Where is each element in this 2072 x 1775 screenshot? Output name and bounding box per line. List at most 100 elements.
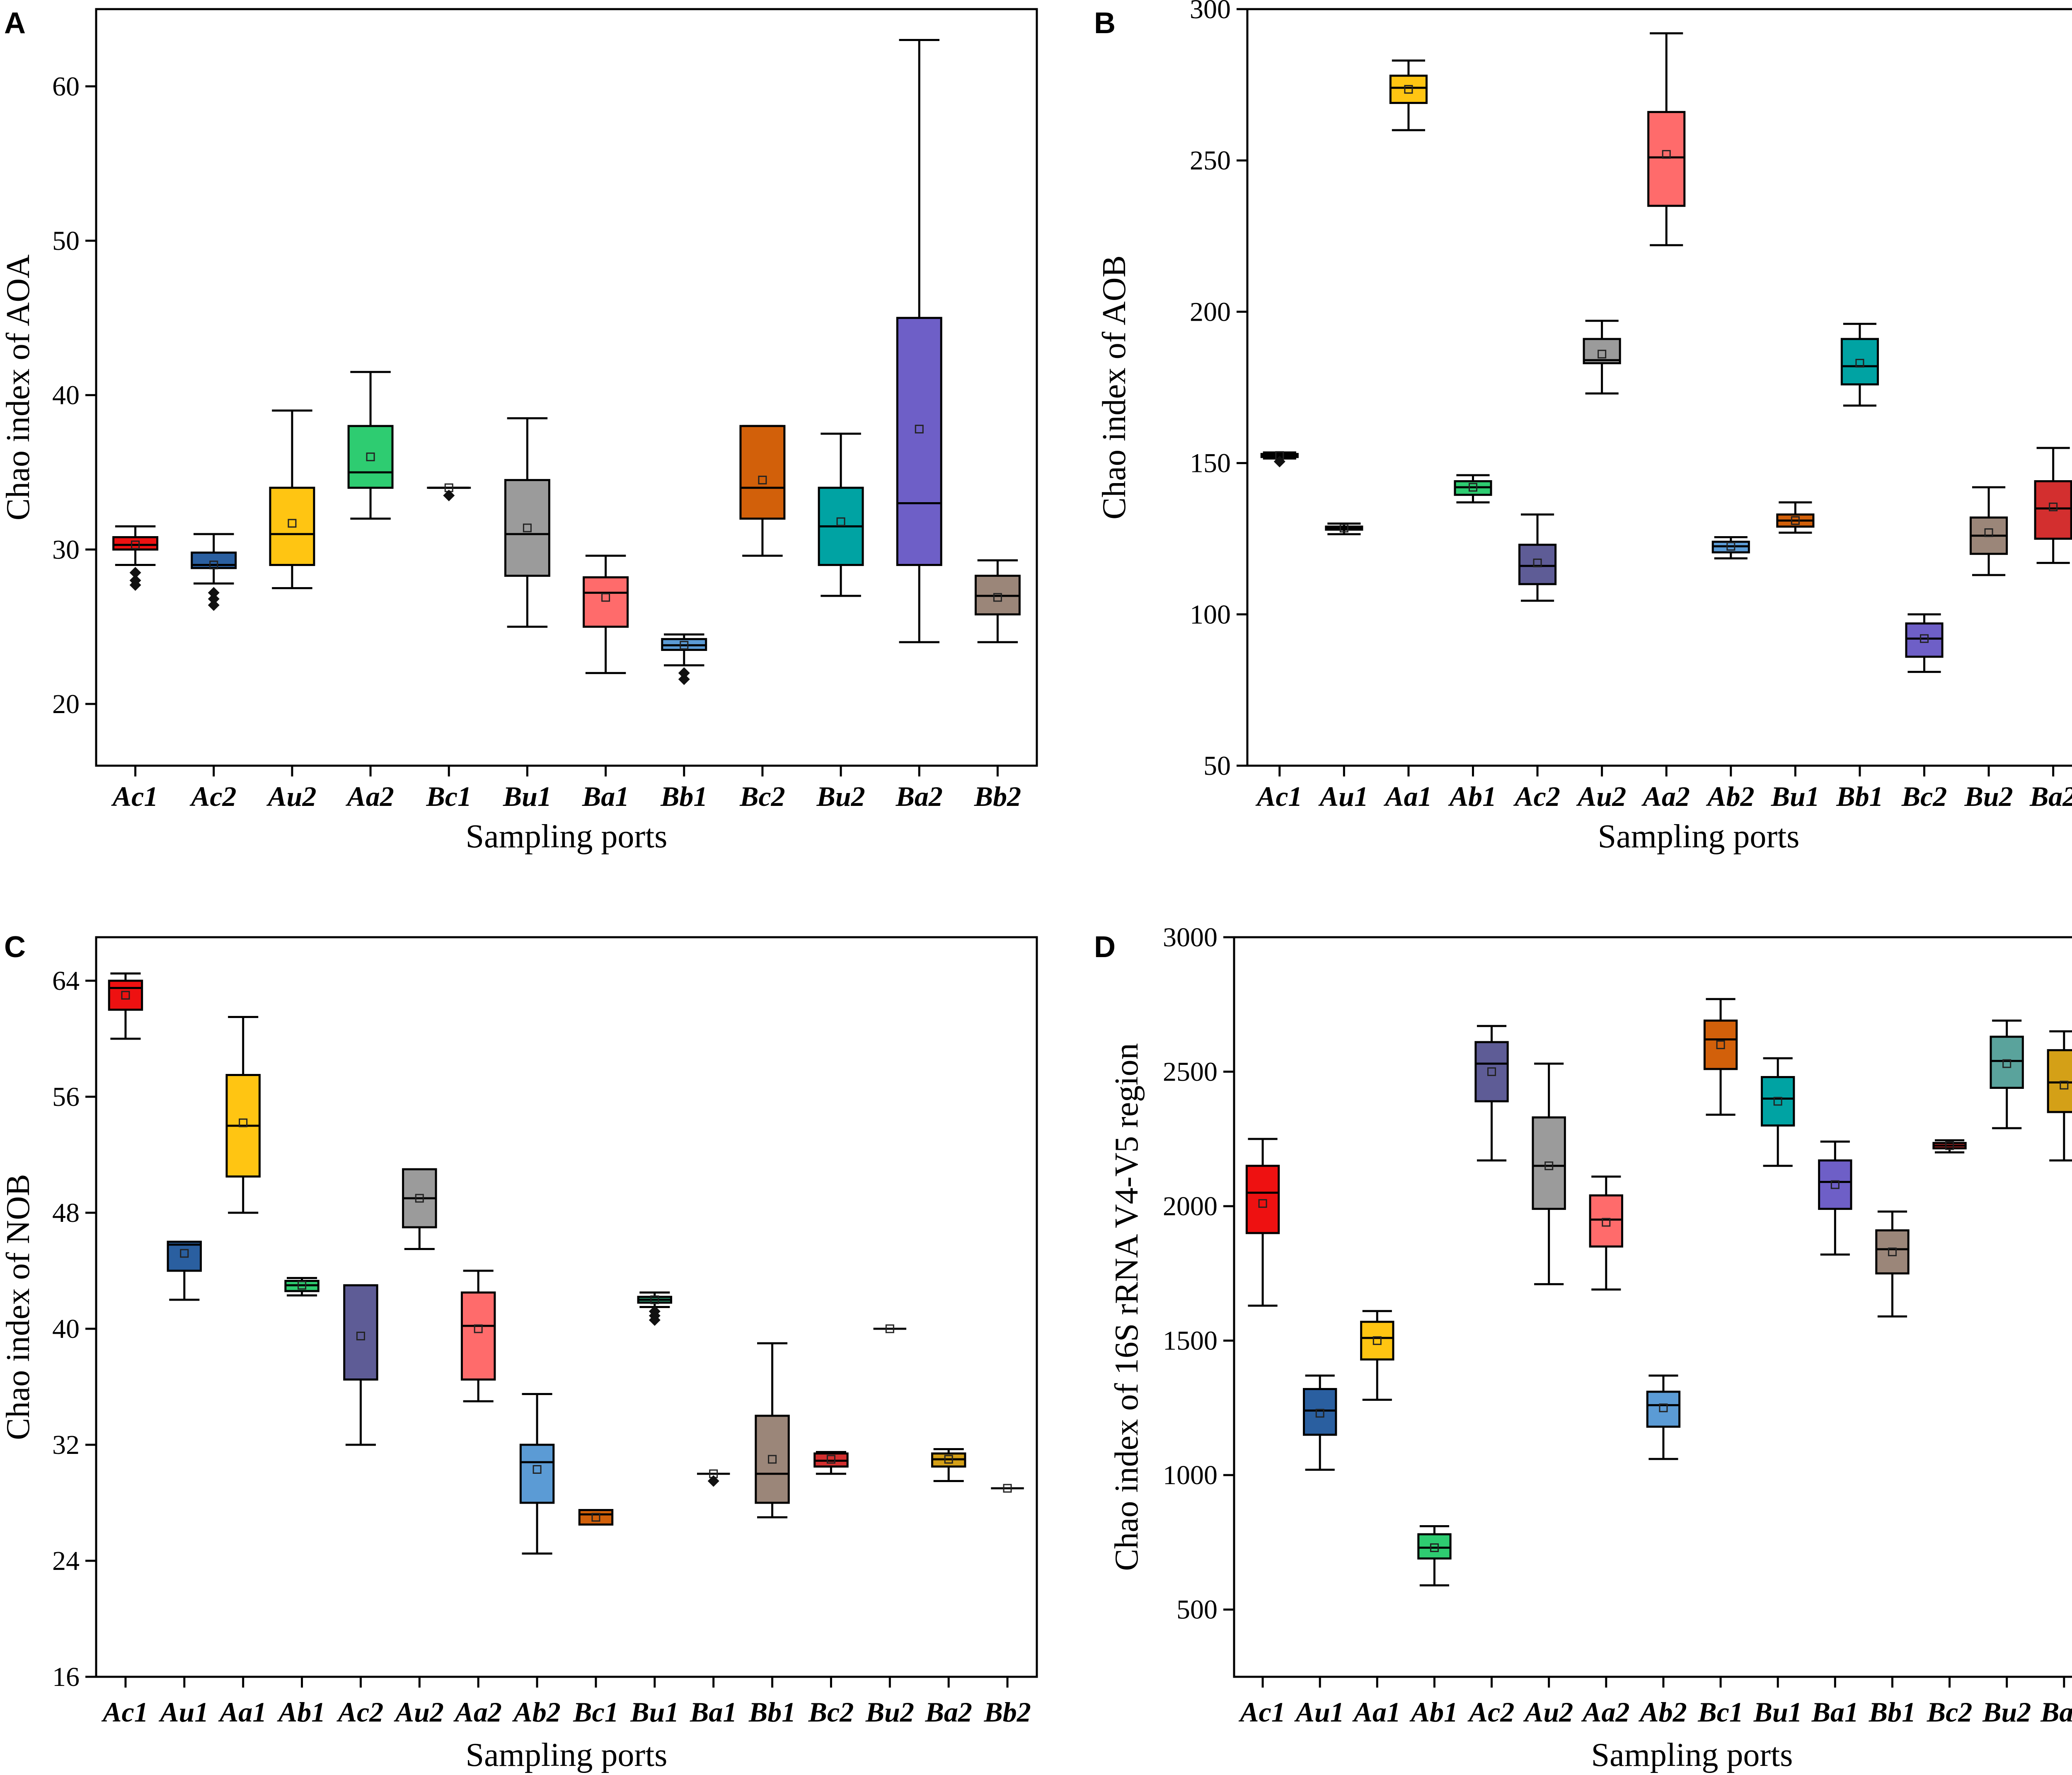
box-Bc2: [739, 425, 786, 557]
y-tick-label: 200: [1190, 297, 1231, 327]
box-Bu1: [637, 1291, 673, 1326]
x-tick-label: Ac1: [1238, 1696, 1285, 1728]
box-Ac1: [112, 525, 159, 591]
box-Bc2: [813, 1451, 849, 1475]
x-tick-label: Ba1: [582, 781, 629, 812]
box-Bu1: [504, 417, 550, 628]
box-Bu2: [818, 433, 864, 597]
box-iqr: [460, 1291, 496, 1381]
y-axis-title: Chao index of 16S rRNA V4-V5 region: [1109, 1043, 1145, 1571]
x-tick-label: Ac1: [101, 1696, 148, 1728]
outlier-point: [129, 567, 141, 579]
box-iqr: [1646, 1390, 1681, 1428]
y-tick-label: 64: [52, 966, 80, 996]
y-tick-label: 16: [52, 1662, 80, 1692]
box-iqr: [1761, 1076, 1795, 1127]
x-tick-label: Ab1: [277, 1696, 325, 1728]
panel-letter: B: [1094, 7, 1116, 40]
mean-marker: [1726, 542, 1736, 551]
x-tick-label: Au2: [1523, 1696, 1573, 1728]
mean-marker: [1773, 1097, 1782, 1106]
x-tick-label: Aa2: [1641, 781, 1690, 812]
x-tick-label: Ab2: [512, 1696, 560, 1728]
box-Bb1: [1840, 323, 1879, 407]
x-tick-label: Bu2: [1964, 781, 2013, 812]
outlier-point: [208, 587, 220, 599]
outlier-point: [678, 673, 690, 685]
y-tick-label: 100: [1190, 600, 1231, 630]
y-tick-label: 500: [1176, 1595, 1218, 1625]
mean-marker: [366, 452, 375, 462]
box-iqr: [504, 479, 550, 577]
box-Ba2: [931, 1448, 966, 1482]
box-Ab2: [1711, 536, 1750, 560]
x-tick-label: Ba1: [690, 1696, 737, 1728]
mean-marker: [1487, 1067, 1496, 1076]
panel-letter: C: [4, 931, 26, 964]
y-tick-label: 250: [1190, 145, 1231, 176]
y-tick-label: 40: [52, 380, 80, 411]
box-Aa2: [1589, 1175, 1623, 1291]
mean-marker: [1404, 85, 1413, 94]
mean-marker: [1258, 1199, 1267, 1208]
box-Bu1: [1761, 1057, 1795, 1167]
mean-marker: [1598, 350, 1607, 359]
x-axis-title: Sampling ports: [1591, 1737, 1793, 1773]
outlier-point: [1273, 455, 1285, 467]
mean-marker: [1920, 634, 1929, 643]
mean-marker: [474, 1324, 483, 1333]
y-tick-label: 3000: [1163, 922, 1218, 953]
x-tick-label: Bb1: [1836, 781, 1883, 812]
x-tick-label: Aa1: [1383, 781, 1432, 812]
mean-marker: [1659, 1403, 1668, 1412]
x-tick-label: Ac2: [336, 1696, 384, 1728]
x-tick-label: Au2: [1576, 781, 1626, 812]
mean-marker: [1315, 1409, 1324, 1418]
mean-marker: [836, 517, 845, 526]
box-Au2: [1583, 319, 1621, 395]
box-Aa1: [1389, 59, 1428, 131]
x-tick-label: Bb1: [660, 781, 707, 812]
outlier-point: [678, 667, 690, 679]
mean-marker: [415, 1194, 424, 1203]
x-tick-label: Au1: [1318, 781, 1368, 812]
mean-marker: [1855, 359, 1864, 368]
mean-marker: [1945, 1141, 1954, 1150]
box-iqr: [167, 1241, 202, 1272]
x-tick-label: Au1: [1294, 1696, 1344, 1728]
box-Ba2: [2047, 1030, 2072, 1162]
x-tick-label: Bu2: [865, 1696, 914, 1728]
x-axis-title: Sampling ports: [1598, 818, 1800, 855]
y-tick-label: 50: [1203, 751, 1231, 781]
x-tick-label: Ac1: [1255, 781, 1302, 812]
box-iqr: [1875, 1229, 1910, 1274]
y-tick-label: 56: [52, 1082, 80, 1112]
box-Ab1: [1454, 474, 1492, 504]
x-tick-label: Bc2: [1901, 781, 1947, 812]
box-Ac2: [191, 533, 237, 611]
box-Au2: [402, 1168, 437, 1250]
box-Bb2: [974, 559, 1021, 643]
outlier-point: [129, 579, 141, 591]
box-Ac2: [343, 1284, 378, 1446]
mean-marker: [1602, 1218, 1611, 1227]
box-iqr: [1905, 622, 1944, 658]
mean-marker: [944, 1455, 953, 1464]
x-tick-label: Bc1: [426, 781, 472, 812]
y-tick-label: 300: [1190, 0, 1231, 24]
plot-frame: [1233, 936, 2072, 1678]
x-tick-label: Aa2: [1581, 1696, 1629, 1728]
mean-marker: [1533, 559, 1542, 568]
box-Au1: [167, 1241, 202, 1301]
y-tick-label: 2000: [1163, 1191, 1218, 1221]
x-tick-label: Bu2: [816, 781, 865, 812]
x-tick-label: Ab1: [1448, 781, 1496, 812]
mean-marker: [2002, 1059, 2011, 1068]
box-Bc1: [578, 1509, 614, 1526]
mean-marker: [356, 1332, 365, 1340]
x-tick-label: Ab2: [1638, 1696, 1687, 1728]
box-iqr: [896, 317, 942, 566]
x-tick-label: Aa2: [345, 781, 394, 812]
box-iqr: [108, 979, 143, 1011]
